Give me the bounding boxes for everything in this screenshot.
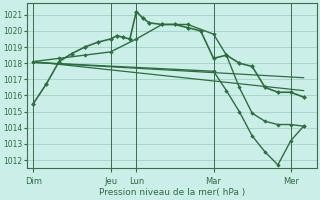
X-axis label: Pression niveau de la mer( hPa ): Pression niveau de la mer( hPa ): [99, 188, 245, 197]
